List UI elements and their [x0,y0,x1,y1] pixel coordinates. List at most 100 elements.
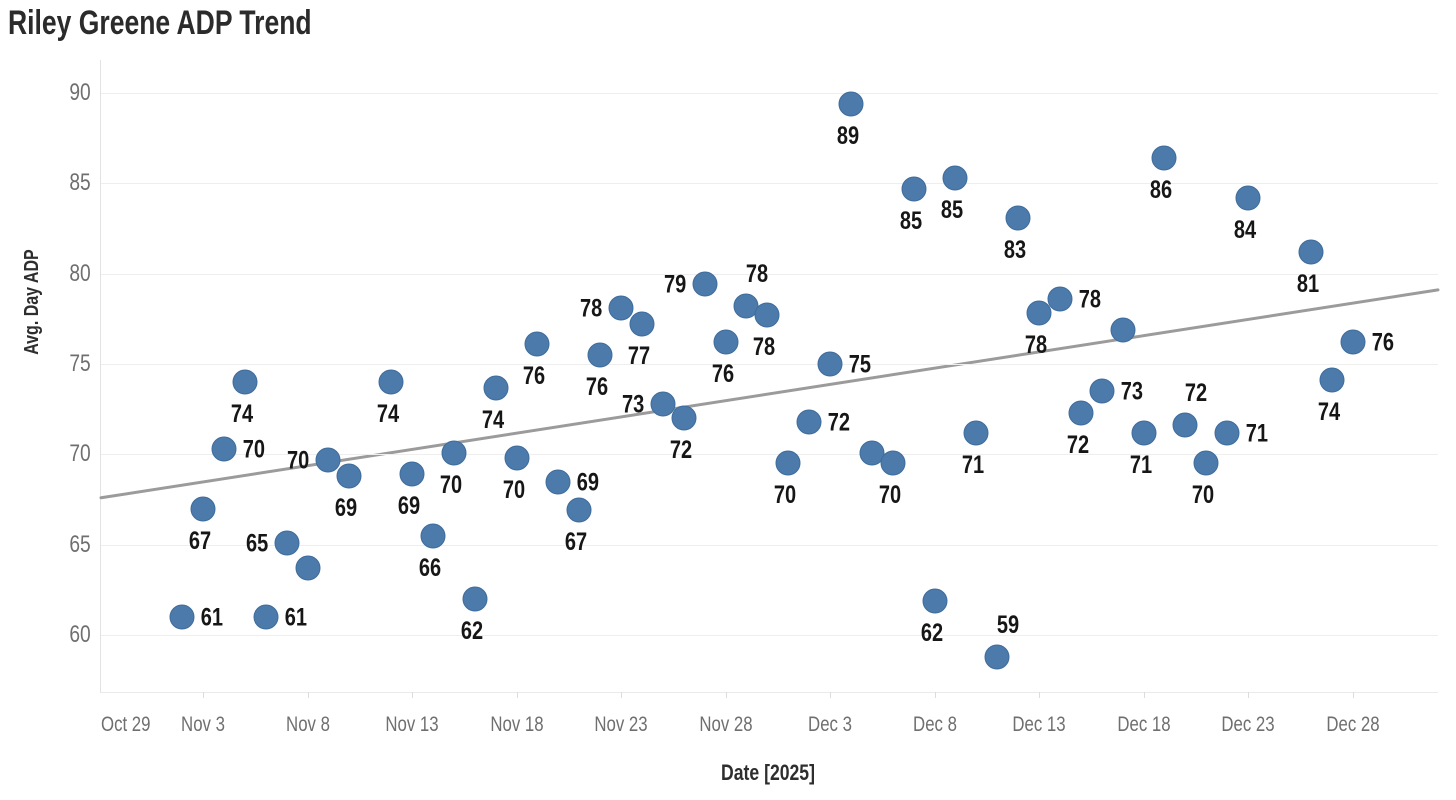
data-point-label: 74 [230,400,253,429]
y-tick-label: 60 [69,621,91,649]
x-tick-label: Oct 29 [101,713,151,736]
data-point [838,91,864,117]
gridline [101,92,1438,94]
data-point [984,644,1010,670]
data-point-label: 70 [287,446,310,475]
data-point [713,329,738,355]
data-point-label: 84 [1233,215,1257,244]
data-point-label: 69 [577,468,600,497]
data-point-label: 70 [774,481,797,510]
x-tick-mark [1143,692,1145,698]
data-point [1110,317,1136,343]
x-tick-mark [412,692,413,698]
x-tick-label: Nov 23 [594,713,648,736]
data-point [754,302,780,328]
data-point [1131,420,1156,446]
data-point [1005,205,1031,231]
data-point-label: 62 [920,618,943,647]
x-tick-mark [621,692,622,698]
data-point-label: 71 [1129,450,1152,479]
data-point-label: 76 [711,360,734,389]
data-point [901,176,927,202]
data-point [1319,367,1345,393]
data-point [608,295,634,321]
plot-area: Oct 29 Nov 3 Nov 8 Nov 13 Nov 18 Nov 23 Nov 28… [70,60,1440,735]
data-point-label: 71 [962,450,985,479]
x-tick-mark [307,692,309,698]
data-point-label: 76 [1371,328,1394,357]
data-point [315,447,341,473]
data-point [211,436,237,462]
data-point [1193,450,1219,476]
x-tick-mark [203,692,204,698]
data-point-label: 77 [627,342,651,371]
data-point-label: 78 [753,333,776,362]
gridline [101,544,1438,546]
data-point-label: 81 [1296,269,1319,298]
x-axis-title: Date [2025] [709,760,826,786]
data-point [796,409,822,435]
data-point-label: 74 [1317,398,1340,427]
data-point-label: 78 [1078,285,1101,314]
data-point [483,375,509,400]
data-point [295,555,320,581]
gridline [101,635,1438,637]
gridline [101,183,1438,185]
x-tick-mark [1039,692,1040,698]
gridline [101,454,1438,456]
data-point [441,440,467,466]
x-tick-label: Nov 8 [285,713,330,736]
x-tick-mark [934,692,936,698]
data-point-label: 67 [565,528,588,557]
data-point-label: 72 [1185,379,1208,408]
x-tick-label: Dec 23 [1221,713,1275,736]
data-point-label: 79 [663,270,686,299]
y-tick-label: 85 [69,169,91,197]
data-point-label: 65 [245,529,268,558]
data-point-label: 70 [878,481,901,510]
x-tick-label: Nov 28 [698,713,753,736]
x-tick-label: Nov 13 [385,713,439,736]
data-point [1172,412,1198,438]
data-point [524,331,550,357]
x-tick-label: Nov 18 [489,713,544,736]
data-point-label: 89 [836,121,860,150]
data-point [1089,378,1115,404]
data-point [942,165,968,191]
data-point-label: 78 [1024,331,1048,360]
x-tick-label: Nov 3 [181,713,225,736]
data-point [587,342,613,368]
x-tick-mark [516,692,518,698]
data-point [1298,239,1324,265]
data-point [1068,400,1094,426]
x-axis-ticks: Oct 29 Nov 3 Nov 8 Nov 13 Nov 18 Nov 23 Nov 28… [101,692,1438,752]
data-point [566,497,592,523]
data-point [692,271,718,297]
data-point-label: 72 [827,408,851,437]
data-point [963,420,989,446]
data-point-label: 78 [579,294,603,323]
data-point [733,293,759,319]
y-tick-label: 90 [69,78,91,106]
data-point [399,461,425,487]
data-point-label: 62 [460,617,483,646]
data-point-label: 74 [376,400,400,429]
data-point [504,445,529,471]
data-point-label: 76 [585,372,609,401]
x-tick-label: Dec 3 [808,713,852,736]
data-point [545,469,571,495]
data-point [629,311,655,337]
x-tick-mark [725,692,727,698]
data-point [378,369,404,395]
data-point [1151,145,1177,171]
data-point-label: 85 [899,206,922,235]
data-point [1340,329,1365,355]
chart-title: Riley Greene ADP Trend [8,4,312,42]
data-point [775,450,801,476]
data-point [462,586,488,612]
data-point-label: 61 [200,603,224,632]
data-point-label: 69 [335,494,358,523]
data-point-label: 73 [1120,377,1143,406]
data-point [1026,300,1052,326]
data-point-label: 70 [502,476,525,505]
